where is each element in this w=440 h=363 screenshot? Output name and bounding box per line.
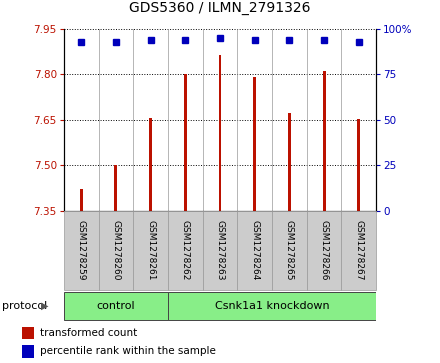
Bar [323, 71, 326, 211]
Bar [80, 189, 83, 211]
Text: Csnk1a1 knockdown: Csnk1a1 knockdown [215, 301, 330, 311]
Bar [341, 211, 376, 290]
Text: GSM1278265: GSM1278265 [285, 220, 294, 281]
Text: ▶: ▶ [41, 301, 48, 311]
Bar [168, 292, 376, 320]
Bar [272, 211, 307, 290]
Text: protocol: protocol [2, 301, 48, 311]
Bar [99, 211, 133, 290]
Bar [288, 113, 291, 211]
Bar [219, 55, 221, 211]
Text: GSM1278263: GSM1278263 [216, 220, 224, 281]
Bar [64, 292, 168, 320]
Bar [184, 74, 187, 211]
Bar [22, 345, 34, 358]
Bar [149, 118, 152, 211]
Bar [307, 211, 341, 290]
Bar [237, 211, 272, 290]
Bar [64, 211, 99, 290]
Text: control: control [96, 301, 135, 311]
Text: GDS5360 / ILMN_2791326: GDS5360 / ILMN_2791326 [129, 0, 311, 15]
Bar [203, 211, 237, 290]
Bar [114, 165, 117, 211]
Bar [133, 211, 168, 290]
Text: GSM1278264: GSM1278264 [250, 220, 259, 281]
Text: percentile rank within the sample: percentile rank within the sample [40, 346, 216, 356]
Text: transformed count: transformed count [40, 328, 137, 338]
Text: GSM1278261: GSM1278261 [146, 220, 155, 281]
Text: GSM1278259: GSM1278259 [77, 220, 86, 281]
Text: GSM1278267: GSM1278267 [354, 220, 363, 281]
Text: GSM1278262: GSM1278262 [181, 220, 190, 281]
Text: GSM1278266: GSM1278266 [319, 220, 329, 281]
Bar [168, 211, 203, 290]
Text: GSM1278260: GSM1278260 [111, 220, 121, 281]
Bar [357, 119, 360, 211]
Bar [22, 327, 34, 339]
Bar [253, 77, 256, 211]
